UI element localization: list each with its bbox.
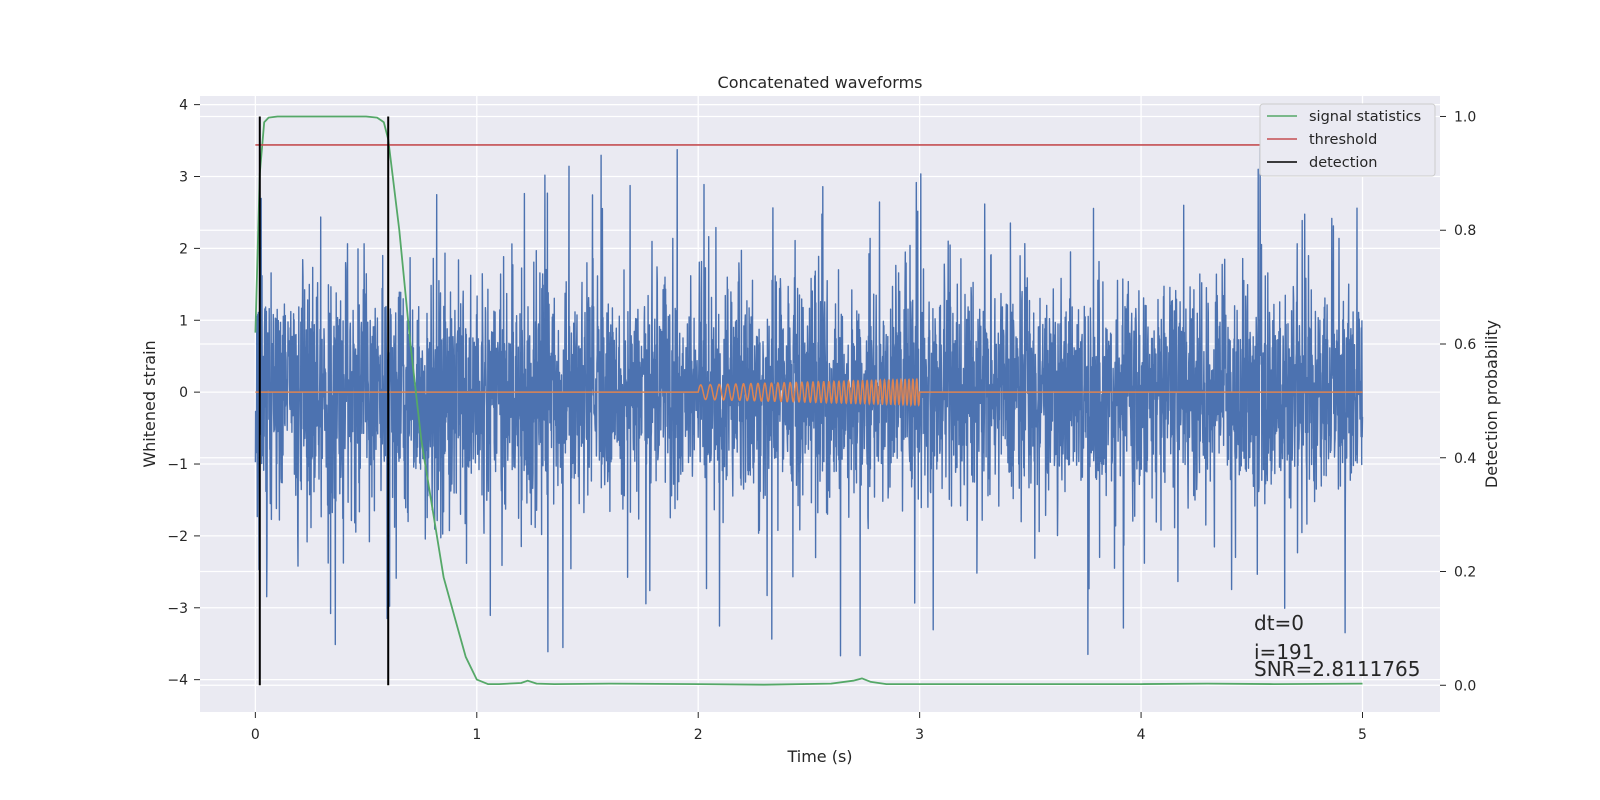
legend: signal statistics threshold detection	[1259, 103, 1436, 177]
y-right-tick-label: 0.4	[1454, 451, 1476, 467]
y-tick-label: −4	[167, 673, 188, 689]
series-line-strain	[254, 147, 1364, 657]
y-right-tick-label: 1.0	[1454, 109, 1476, 125]
y-right-tick-label: 0.6	[1454, 337, 1476, 353]
x-axis-label: Time (s)	[786, 747, 852, 766]
y-right-tick-label: 0.8	[1454, 223, 1476, 239]
legend-box	[1259, 103, 1436, 177]
y-right-tick-label: 0.0	[1454, 678, 1476, 694]
x-tick-label: 1	[472, 727, 481, 743]
legend-label-threshold: threshold	[1309, 132, 1377, 148]
y-tick-label: −2	[167, 529, 188, 545]
annotation-dt: dt=0	[1254, 611, 1304, 635]
chart-title: Concatenated waveforms	[718, 73, 923, 92]
x-tick-label: 5	[1358, 727, 1367, 743]
x-tick-label: 0	[251, 727, 260, 743]
y-axis-label: Whitened strain	[140, 340, 159, 467]
bottom-axis: 0 1 2 3 4 5	[251, 712, 1367, 743]
y-tick-label: −3	[167, 601, 188, 617]
x-tick-label: 2	[694, 727, 703, 743]
y-right-tick-label: 0.2	[1454, 565, 1476, 581]
x-tick-label: 3	[915, 727, 924, 743]
y-tick-label: 4	[179, 98, 188, 114]
y-tick-label: 1	[179, 313, 188, 329]
y-tick-label: 3	[179, 170, 188, 186]
legend-label-signal-statistics: signal statistics	[1309, 109, 1421, 125]
annotation-snr: SNR=2.8111765	[1254, 657, 1420, 681]
x-tick-label: 4	[1137, 727, 1146, 743]
y-tick-label: 0	[179, 385, 188, 401]
y-tick-label: 2	[179, 241, 188, 257]
left-axis: −4 −3 −2 −1 0 1 2 3 4	[167, 98, 200, 689]
annotation-i: i=191	[1254, 640, 1315, 664]
series-line-signal-statistics	[254, 115, 1363, 686]
legend-label-detection: detection	[1309, 155, 1377, 171]
y-tick-label: −1	[167, 457, 188, 473]
series-layer	[254, 115, 1385, 686]
y-axis-label-right: Detection probability	[1482, 320, 1501, 488]
right-axis: 0.0 0.2 0.4 0.6 0.8 1.0	[1440, 109, 1476, 694]
series-line-template	[255, 377, 1363, 408]
